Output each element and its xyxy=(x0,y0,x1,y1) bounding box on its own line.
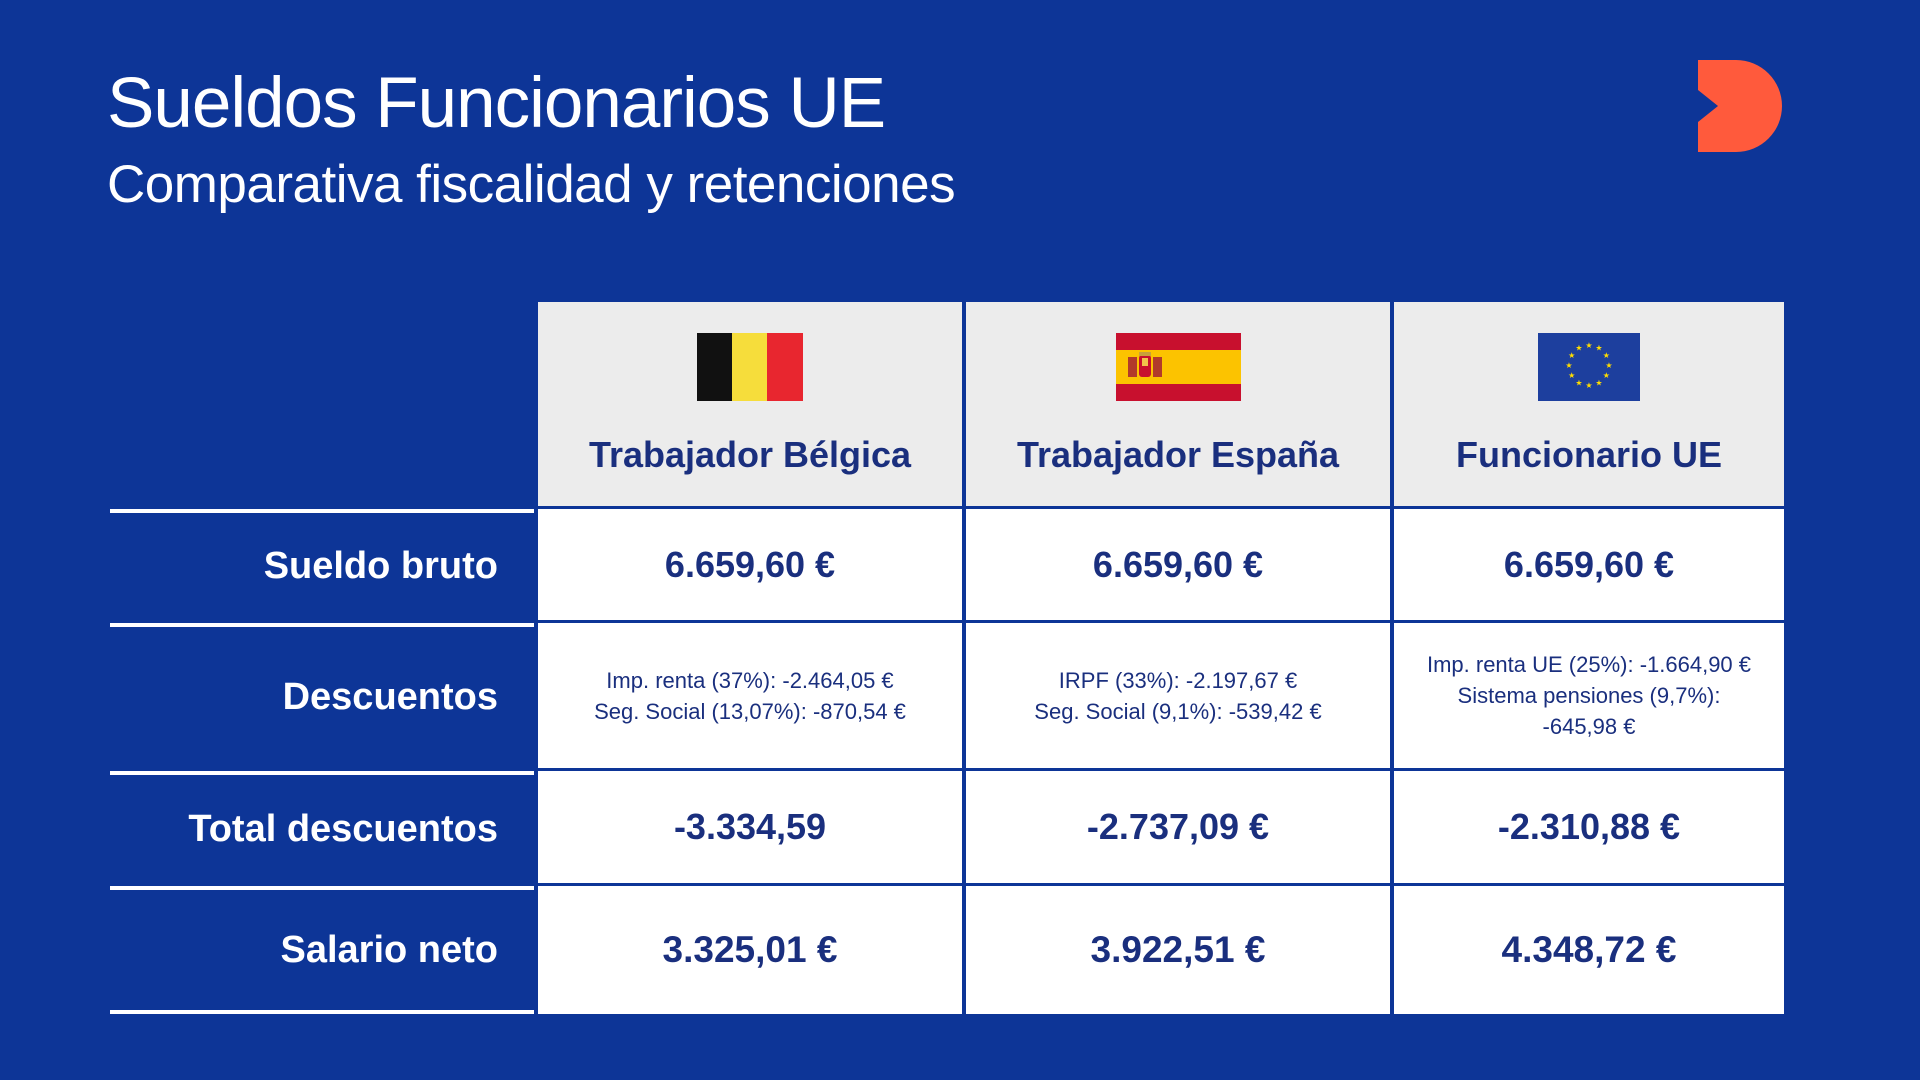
svg-text:★: ★ xyxy=(1565,361,1572,370)
svg-text:★: ★ xyxy=(1585,341,1592,350)
cell-total-descuentos-spain: -2.737,09 € xyxy=(966,771,1390,883)
row-label-sueldo-bruto: Sueldo bruto xyxy=(110,509,534,620)
row-label-salario-neto: Salario neto xyxy=(110,886,534,1014)
column-header-label: Funcionario UE xyxy=(1455,434,1722,475)
cell-salario-neto-eu: 4.348,72 € xyxy=(1394,886,1784,1014)
page-title: Sueldos Funcionarios UE xyxy=(107,64,886,143)
svg-text:★: ★ xyxy=(1603,351,1610,360)
comparison-table: Trabajador Bélgica Trabajador España ★ ★ xyxy=(110,302,1784,1014)
svg-text:★: ★ xyxy=(1575,378,1582,387)
descuento-line: -645,98 € xyxy=(1542,714,1636,739)
svg-text:★: ★ xyxy=(1568,351,1575,360)
cell-sueldo-bruto-spain: 6.659,60 € xyxy=(966,509,1390,620)
page-subtitle: Comparativa fiscalidad y retenciones xyxy=(107,155,956,214)
cell-descuentos-eu: Imp. renta UE (25%): -1.664,90 € Sistema… xyxy=(1394,623,1784,768)
column-header-eu: ★ ★ ★ ★ ★ ★ ★ ★ ★ ★ ★ ★ Funcionario UE xyxy=(1394,302,1784,506)
eu-flag-icon: ★ ★ ★ ★ ★ ★ ★ ★ ★ ★ ★ ★ xyxy=(1538,333,1640,401)
cell-total-descuentos-eu: -2.310,88 € xyxy=(1394,771,1784,883)
cell-descuentos-spain: IRPF (33%): -2.197,67 € Seg. Social (9,1… xyxy=(966,623,1390,768)
svg-text:★: ★ xyxy=(1603,371,1610,380)
descuento-line: Imp. renta UE (25%): -1.664,90 € xyxy=(1426,652,1752,677)
column-header-label: Trabajador España xyxy=(1016,434,1340,475)
svg-text:★: ★ xyxy=(1585,381,1592,390)
spain-flag-icon xyxy=(1115,333,1241,401)
descuento-line: Sistema pensiones (9,7%): xyxy=(1457,683,1721,708)
column-header-spain: Trabajador España xyxy=(966,302,1390,506)
cell-salario-neto-belgium: 3.325,01 € xyxy=(538,886,962,1014)
svg-text:★: ★ xyxy=(1575,344,1582,353)
column-header-label: Trabajador Bélgica xyxy=(588,434,912,475)
cell-salario-neto-spain: 3.922,51 € xyxy=(966,886,1390,1014)
cell-total-descuentos-belgium: -3.334,59 xyxy=(538,771,962,883)
descuento-line: Seg. Social (13,07%): -870,54 € xyxy=(594,698,906,724)
column-header-belgium: Trabajador Bélgica xyxy=(538,302,962,506)
belgium-flag-icon xyxy=(697,333,803,401)
cell-sueldo-bruto-belgium: 6.659,60 € xyxy=(538,509,962,620)
svg-text:★: ★ xyxy=(1568,371,1575,380)
cell-sueldo-bruto-eu: 6.659,60 € xyxy=(1394,509,1784,620)
row-label-descuentos: Descuentos xyxy=(110,623,534,768)
cell-descuentos-belgium: Imp. renta (37%): -2.464,05 € Seg. Socia… xyxy=(538,623,962,768)
row-label-total-descuentos: Total descuentos xyxy=(110,771,534,883)
table-corner xyxy=(110,302,534,506)
svg-text:★: ★ xyxy=(1595,378,1602,387)
descuento-line: IRPF (33%): -2.197,67 € xyxy=(1058,667,1298,693)
descuento-line: Seg. Social (9,1%): -539,42 € xyxy=(1034,698,1322,724)
brand-d-logo-icon xyxy=(1698,60,1782,152)
svg-text:★: ★ xyxy=(1605,361,1612,370)
svg-text:★: ★ xyxy=(1595,344,1602,353)
descuento-line: Imp. renta (37%): -2.464,05 € xyxy=(606,667,894,693)
